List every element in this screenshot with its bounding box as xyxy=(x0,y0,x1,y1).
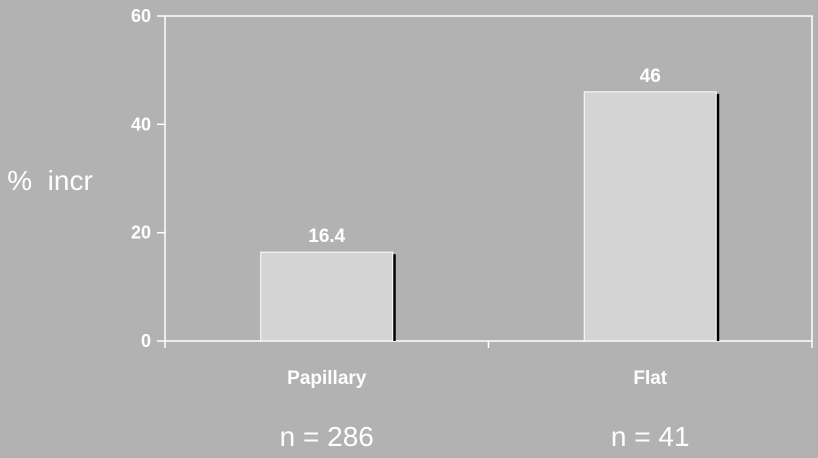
x-category-label: Papillary xyxy=(287,368,367,389)
bar-papillary xyxy=(260,251,394,342)
sample-size-label: n = 41 xyxy=(611,421,690,452)
bar-shadow xyxy=(716,93,720,341)
y-tick-label: 20 xyxy=(131,223,151,243)
y-tick-label: 60 xyxy=(131,6,151,26)
bar-flat xyxy=(583,91,717,342)
y-axis-label: % incr xyxy=(7,165,93,196)
y-tick-label: 0 xyxy=(141,331,151,351)
labels: 16.4 Papillary n = 286 46 Flat n = 41 xyxy=(280,66,690,452)
y-axis-ticks: 0 20 40 60 xyxy=(131,6,813,351)
bar-shadow xyxy=(392,254,396,341)
bar-value-label: 16.4 xyxy=(308,226,345,247)
sample-size-label: n = 286 xyxy=(280,421,374,452)
x-category-label: Flat xyxy=(633,368,667,389)
bar-value-label: 46 xyxy=(640,66,661,87)
y-tick-label: 40 xyxy=(131,114,151,134)
bars xyxy=(260,91,720,342)
